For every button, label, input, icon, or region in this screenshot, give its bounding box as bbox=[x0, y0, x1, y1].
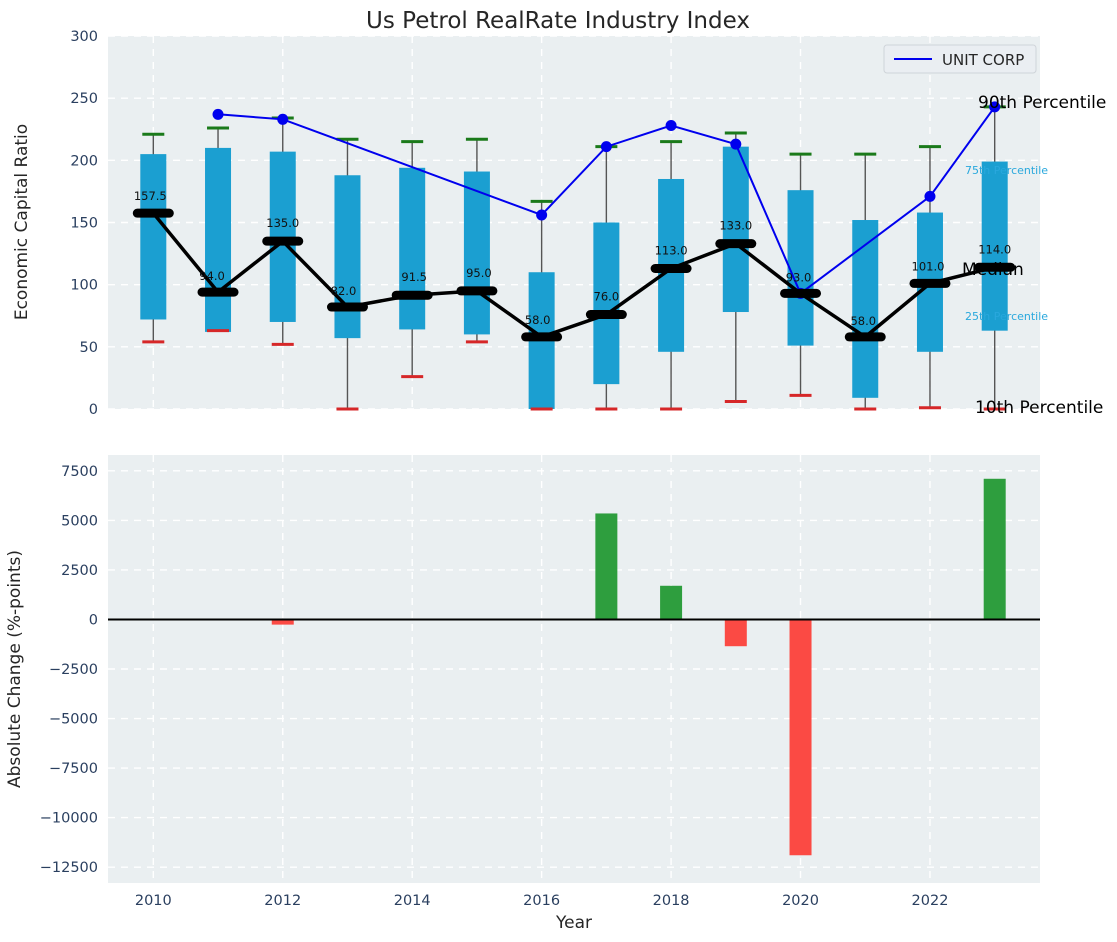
unit-corp-marker bbox=[989, 101, 1001, 113]
top-y-tick: 300 bbox=[70, 29, 98, 45]
median-value-label: 101.0 bbox=[912, 259, 945, 273]
change-bar bbox=[724, 619, 747, 647]
iqr-box bbox=[205, 147, 232, 332]
change-bar bbox=[983, 478, 1006, 620]
iqr-box bbox=[852, 220, 879, 398]
median-value-label: 114.0 bbox=[978, 242, 1011, 256]
unit-corp-marker bbox=[924, 190, 936, 202]
iqr-box bbox=[722, 146, 749, 313]
unit-corp-marker bbox=[277, 113, 289, 125]
x-tick-label: 2010 bbox=[135, 893, 172, 909]
change-bar bbox=[789, 619, 812, 856]
x-tick-label: 2022 bbox=[912, 893, 949, 909]
median-value-label: 133.0 bbox=[719, 219, 752, 233]
annotation-median: Median bbox=[962, 260, 1024, 280]
iqr-box bbox=[981, 161, 1008, 331]
x-tick-label: 2014 bbox=[394, 893, 431, 909]
median-line bbox=[132, 208, 1016, 342]
top-y-axis-label: Economic Capital Ratio bbox=[12, 124, 32, 320]
median-value-label: 76.0 bbox=[594, 290, 620, 304]
bottom-y-tick-labels: 7500 5000 2500 0 −2500 −5000 −7500 −10000 −12500 bbox=[40, 464, 98, 876]
x-tick-label: 2020 bbox=[782, 893, 819, 909]
bottom-y-tick: 2500 bbox=[61, 563, 98, 579]
unit-corp-marker bbox=[212, 108, 224, 120]
annotation-90th-percentile: 90th Percentile bbox=[978, 93, 1106, 113]
median-polyline bbox=[151, 212, 996, 340]
change-bar bbox=[660, 585, 683, 620]
bottom-y-axis-label: Absolute Change (%-points) bbox=[5, 550, 25, 788]
bottom-y-tick: −5000 bbox=[49, 712, 98, 728]
bottom-y-tick: −12500 bbox=[40, 860, 98, 876]
median-value-label: 91.5 bbox=[401, 270, 427, 284]
bottom-plot-background bbox=[108, 455, 1040, 883]
unit-corp-marker bbox=[536, 209, 548, 221]
bottom-y-tick: 7500 bbox=[61, 464, 98, 480]
bottom-y-tick: −2500 bbox=[49, 662, 98, 678]
unit-corp-marker bbox=[665, 120, 677, 132]
median-value-label: 95.0 bbox=[466, 266, 492, 280]
median-value-label: 113.0 bbox=[655, 244, 688, 258]
change-bar bbox=[595, 513, 618, 620]
bottom-y-tick: 5000 bbox=[61, 513, 98, 529]
iqr-box bbox=[140, 154, 167, 320]
x-tick-label: 2016 bbox=[523, 893, 560, 909]
iqr-box bbox=[334, 175, 361, 339]
median-value-label: 58.0 bbox=[850, 314, 876, 328]
unit-corp-marker bbox=[600, 141, 612, 153]
iqr-box bbox=[787, 190, 814, 346]
median-value-label: 94.0 bbox=[199, 269, 225, 283]
x-tick-labels: 2010 2012 2014 2016 2018 2020 2022 bbox=[135, 893, 949, 909]
x-axis-label: Year bbox=[555, 913, 592, 933]
page-title: Us Petrol RealRate Industry Index bbox=[366, 8, 750, 34]
top-y-tick: 100 bbox=[70, 278, 98, 294]
median-value-label: 157.5 bbox=[134, 189, 167, 203]
top-y-tick-labels: 0 50 100 150 200 250 300 bbox=[70, 29, 98, 418]
panel-economic-capital-ratio: 157.5 94.0 135.0 82.0 91.5 95.0 58.0 76.0 113.0 1… bbox=[12, 29, 1106, 418]
legend[interactable]: UNIT CORP bbox=[883, 44, 1037, 74]
median-value-label: 93.0 bbox=[786, 270, 812, 284]
top-y-tick: 50 bbox=[80, 340, 98, 356]
change-bars-group bbox=[271, 478, 1006, 856]
median-value-label: 82.0 bbox=[331, 284, 357, 298]
change-bar bbox=[271, 619, 294, 625]
median-value-label: 135.0 bbox=[266, 216, 299, 230]
annotation-10th-percentile: 10th Percentile bbox=[975, 398, 1103, 418]
bottom-y-tick: −10000 bbox=[40, 811, 98, 827]
unit-corp-marker bbox=[730, 138, 742, 150]
iqr-box bbox=[593, 222, 620, 385]
x-tick-label: 2018 bbox=[653, 893, 690, 909]
median-value-labels: 157.5 94.0 135.0 82.0 91.5 95.0 58.0 76.0 113.0 1… bbox=[134, 189, 1011, 328]
bottom-y-tick: −7500 bbox=[49, 761, 98, 777]
iqr-box bbox=[399, 167, 426, 330]
top-y-tick: 250 bbox=[70, 91, 98, 107]
iqr-box bbox=[463, 171, 490, 335]
x-tick-label: 2012 bbox=[264, 893, 301, 909]
legend-box bbox=[883, 44, 1037, 74]
box-whisker-group bbox=[140, 105, 1008, 411]
annotation-75th-percentile: 75th Percentile bbox=[965, 164, 1048, 177]
top-y-tick: 150 bbox=[70, 216, 98, 232]
top-plot-background bbox=[108, 36, 1040, 409]
top-y-tick: 200 bbox=[70, 153, 98, 169]
annotation-25th-percentile: 25th Percentile bbox=[965, 310, 1048, 323]
top-y-tick: 0 bbox=[89, 402, 98, 418]
bottom-y-tick: 0 bbox=[89, 612, 98, 628]
panel-absolute-change: Absolute Change (%-points) 7500 5000 2500 0… bbox=[5, 455, 1040, 933]
legend-label-unit-corp: UNIT CORP bbox=[942, 51, 1024, 69]
median-value-label: 58.0 bbox=[525, 313, 551, 327]
